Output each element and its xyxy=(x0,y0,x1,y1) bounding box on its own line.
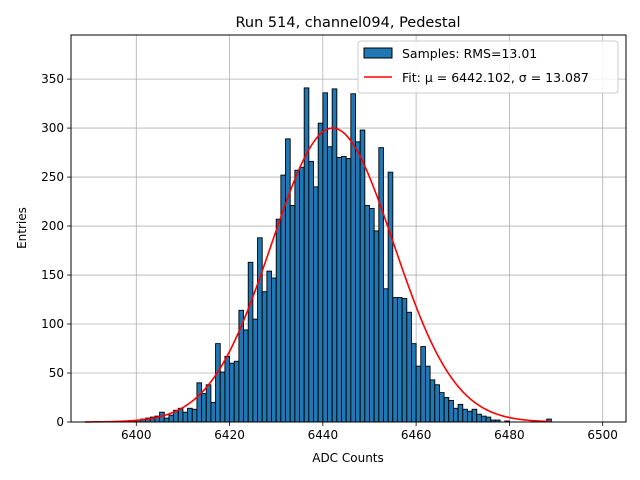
legend-fit-label: Fit: μ = 6442.102, σ = 13.087 xyxy=(402,70,589,85)
plot-frame xyxy=(70,34,627,423)
histogram-bar xyxy=(420,346,426,423)
y-tick-label: 350 xyxy=(41,72,64,86)
fit-curve-group xyxy=(84,127,552,423)
histogram-bar xyxy=(308,160,314,423)
histogram-bar xyxy=(485,416,492,423)
histogram-bar xyxy=(303,87,310,423)
histogram-bar xyxy=(201,393,207,423)
x-tick-label: 6460 xyxy=(401,428,432,442)
x-tick-label: 6400 xyxy=(121,428,152,442)
y-tick-label: 50 xyxy=(49,366,64,380)
histogram-bar xyxy=(257,237,263,423)
histogram-bar xyxy=(406,311,412,423)
histogram-bar xyxy=(229,362,235,423)
histogram-bar xyxy=(452,407,459,423)
x-tick-label: 6500 xyxy=(587,428,618,442)
histogram-bar xyxy=(252,318,259,423)
histogram-bar xyxy=(336,157,342,423)
histogram-bar xyxy=(327,146,333,423)
histogram-bar xyxy=(210,401,217,423)
y-tick-label: 200 xyxy=(41,219,64,233)
legend: Samples: RMS=13.01 Fit: μ = 6442.102, σ … xyxy=(357,40,619,94)
histogram-bar xyxy=(462,408,468,423)
histogram-bar xyxy=(163,417,170,423)
histogram-bar xyxy=(191,408,198,423)
histogram-bar xyxy=(215,343,221,423)
histogram-bar xyxy=(187,407,193,423)
histogram-bar xyxy=(397,297,403,423)
x-tick-label: 6420 xyxy=(214,428,245,442)
histogram-bar xyxy=(224,355,231,423)
histogram-bar xyxy=(233,360,240,423)
histogram-bar xyxy=(401,298,408,423)
histogram-bar xyxy=(341,156,347,423)
histogram-bar xyxy=(429,379,436,423)
histogram-bar xyxy=(369,207,375,423)
histogram-bar xyxy=(271,277,277,423)
histogram-bar xyxy=(266,270,272,423)
histogram-bar xyxy=(378,147,384,423)
legend-histogram-swatch xyxy=(363,47,393,59)
histogram-bar xyxy=(425,365,431,423)
histogram-bar xyxy=(322,92,328,423)
histogram-bar xyxy=(243,329,249,423)
x-tick-label: 6480 xyxy=(494,428,525,442)
x-axis-label: ADC Counts xyxy=(312,451,384,465)
histogram-bar xyxy=(313,186,319,423)
histogram-bar xyxy=(373,230,380,423)
histogram-bar xyxy=(261,291,268,423)
legend-box xyxy=(357,40,619,94)
histogram-bar xyxy=(392,297,398,423)
histogram-bar xyxy=(345,157,352,423)
histogram-bar xyxy=(383,288,389,423)
histogram-bar xyxy=(457,403,464,423)
histogram-bar xyxy=(299,166,305,423)
histogram-bar xyxy=(387,171,394,423)
histogram-bar xyxy=(182,411,189,423)
histogram-bar xyxy=(219,371,226,423)
histogram-bar xyxy=(359,129,366,423)
legend-histogram-label: Samples: RMS=13.01 xyxy=(402,46,537,61)
y-axis-label: Entries xyxy=(15,207,29,249)
x-tick-label: 6440 xyxy=(308,428,339,442)
histogram-bar xyxy=(480,415,487,423)
chart-title: Run 514, channel094, Pedestal xyxy=(235,15,460,31)
y-axis-ticks: 0 50 100 150 200 250 300 350 xyxy=(41,72,71,429)
histogram-bar xyxy=(205,384,212,423)
y-tick-label: 0 xyxy=(56,415,64,429)
histogram-bar xyxy=(448,399,454,423)
histogram-bar xyxy=(317,122,324,423)
histogram-bar xyxy=(471,408,478,423)
histogram-bar xyxy=(196,382,203,423)
y-tick-label: 100 xyxy=(41,317,64,331)
histogram-bar xyxy=(285,138,291,423)
histogram-bar xyxy=(411,343,417,423)
histogram-bar xyxy=(476,413,482,423)
histogram-bar xyxy=(247,261,254,423)
fit-curve xyxy=(84,127,552,423)
y-tick-label: 250 xyxy=(41,170,64,184)
y-tick-label: 300 xyxy=(41,121,64,135)
histogram-bar xyxy=(289,205,296,423)
histogram-bar xyxy=(275,218,282,423)
histogram-bar xyxy=(364,205,370,423)
histogram-bar xyxy=(168,414,175,423)
histogram-bars xyxy=(131,87,552,423)
histogram-bar xyxy=(434,384,440,423)
x-axis-ticks: 6400 6420 6440 6460 6480 6500 xyxy=(121,422,618,442)
histogram-bar xyxy=(355,141,361,423)
y-tick-label: 150 xyxy=(41,268,64,282)
histogram-bar xyxy=(294,169,300,423)
histogram-bar xyxy=(443,397,450,423)
histogram-bar xyxy=(331,88,338,423)
histogram-bar xyxy=(438,392,445,423)
histogram-bar xyxy=(466,410,473,423)
histogram-bar xyxy=(415,365,422,423)
